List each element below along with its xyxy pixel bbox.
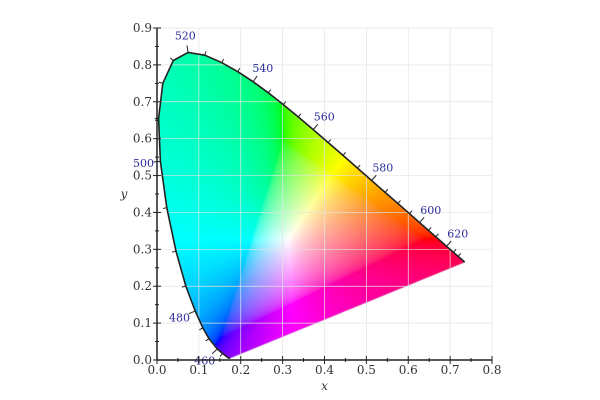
x-tick-label: 0.8 [482, 363, 501, 377]
wavelength-tick [211, 348, 218, 355]
wavelength-tick [181, 285, 186, 288]
wavelength-tick [221, 58, 225, 63]
y-tick-label: 0.9 [133, 21, 152, 35]
wavelength-tick [327, 139, 332, 143]
wavelength-tick [252, 75, 258, 83]
wavelength-label-560: 560 [314, 111, 335, 124]
y-tick-label: 0.5 [133, 169, 152, 183]
wavelength-tick [312, 123, 319, 130]
spectral-locus [157, 51, 466, 359]
wavelength-tick [419, 216, 425, 223]
wavelength-label-460: 460 [194, 355, 215, 368]
wavelength-label-520: 520 [175, 30, 196, 43]
wavelength-tick [371, 174, 377, 181]
wavelength-tick [428, 227, 432, 231]
x-tick-label: 0.7 [441, 363, 460, 377]
grid [156, 27, 493, 361]
wavelength-label-480: 480 [169, 311, 190, 324]
x-tick-label: 0.6 [399, 363, 418, 377]
y-tick-label: 0.8 [133, 58, 152, 72]
wavelength-tick [158, 81, 163, 84]
wavelength-tick [297, 113, 302, 118]
wavelength-tick [446, 240, 452, 247]
y-tick-label: 0.3 [133, 242, 152, 256]
wavelength-tick [282, 101, 287, 105]
x-tick-label: 0.5 [357, 363, 376, 377]
wavelength-tick [199, 327, 204, 331]
line-of-purples [229, 261, 465, 359]
wavelength-tick [172, 250, 177, 253]
wavelength-tick [169, 57, 174, 61]
y-tick-label: 0.6 [133, 132, 152, 146]
y-tick-label: 0.4 [133, 205, 152, 219]
y-tick-label: 0.2 [133, 279, 152, 293]
y-tick-label: 0.0 [133, 353, 152, 367]
wavelength-tick [237, 67, 241, 72]
y-tick-label: 0.1 [133, 316, 152, 330]
wavelength-tick [186, 45, 189, 53]
wavelength-tick [397, 200, 401, 204]
x-tick-label: 0.2 [231, 363, 250, 377]
wavelength-tick [219, 353, 223, 357]
wavelength-label-540: 540 [252, 62, 273, 75]
x-tick-label: 0.3 [273, 363, 292, 377]
wavelength-tick [435, 233, 439, 238]
wavelength-label-600: 600 [420, 204, 441, 217]
wavelength-tick [453, 248, 457, 253]
wavelength-tick [162, 207, 167, 209]
y-axis-title: y [120, 187, 128, 201]
y-tick-label: 0.7 [133, 95, 152, 109]
x-tick-label: 0.0 [147, 363, 166, 377]
wavelength-label-500: 500 [133, 157, 154, 170]
x-tick-label: 0.1 [189, 363, 208, 377]
x-axis-title: x [321, 379, 328, 393]
wavelength-tick [205, 338, 210, 342]
wavelength-tick [409, 210, 413, 215]
wavelength-tick [267, 89, 272, 94]
wavelength-tick [384, 189, 389, 193]
wavelength-label-580: 580 [372, 162, 393, 175]
wavelength-tick [457, 253, 462, 257]
wavelength-tick [204, 51, 207, 56]
wavelength-tick [188, 310, 196, 315]
wavelength-tick [357, 164, 361, 169]
x-tick-label: 0.4 [315, 363, 334, 377]
wavelength-label-620: 620 [447, 228, 468, 241]
wavelength-tick [342, 152, 346, 156]
